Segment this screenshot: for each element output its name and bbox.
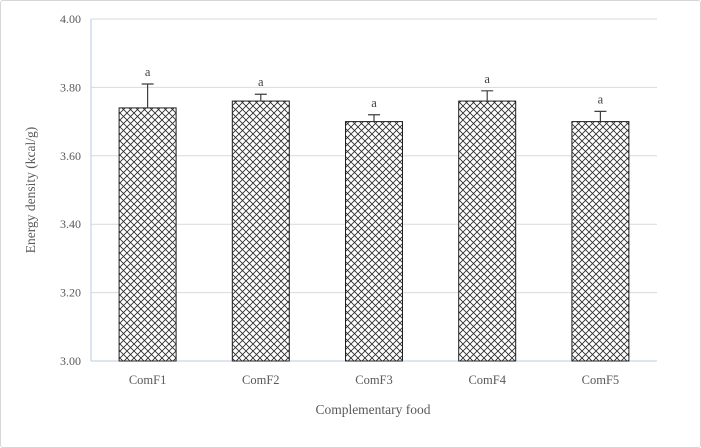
sig-label: a: [598, 92, 604, 106]
bar: [231, 100, 290, 362]
x-category-label: ComF1: [129, 373, 167, 387]
bar: [458, 100, 517, 362]
y-tick-label: 3.00: [60, 354, 81, 368]
sig-label: a: [484, 72, 490, 86]
bar-series: [118, 100, 630, 362]
y-tick-label: 3.60: [60, 149, 81, 163]
y-tick-labels: 3.00 3.20 3.40 3.60 3.80 4.00: [60, 12, 81, 368]
x-category-label: ComF4: [468, 373, 506, 387]
y-tick-label: 4.00: [60, 12, 81, 26]
bar: [345, 121, 403, 362]
x-category-labels: ComF1 ComF2 ComF3 ComF4 ComF5: [129, 373, 619, 387]
sig-label: a: [258, 75, 264, 89]
y-tick-label: 3.80: [60, 80, 81, 94]
sig-label: a: [371, 96, 377, 110]
x-category-label: ComF2: [242, 373, 280, 387]
x-category-label: ComF5: [582, 373, 620, 387]
y-tick-label: 3.40: [60, 217, 81, 231]
significance-labels: a a a a a: [145, 65, 604, 110]
bar: [571, 121, 630, 362]
error-bars: [141, 83, 607, 122]
y-tick-label: 3.20: [60, 286, 81, 300]
bar: [118, 107, 177, 362]
y-axis-title: Energy density (kcal/g): [23, 127, 38, 253]
x-category-label: ComF3: [355, 373, 393, 387]
sig-label: a: [145, 65, 151, 79]
x-axis-title: Complementary food: [315, 402, 430, 417]
